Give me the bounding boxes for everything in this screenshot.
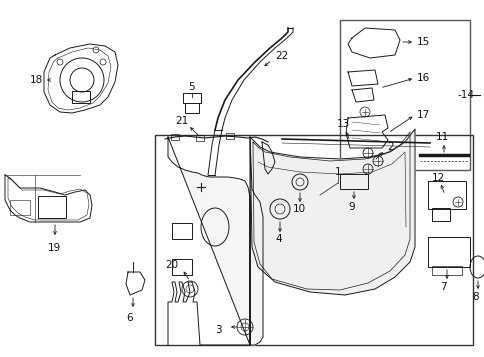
Bar [182,93,200,103]
Bar [196,135,204,141]
Text: 22: 22 [274,51,287,61]
Bar [431,208,449,221]
Bar [72,91,90,103]
Bar [171,134,179,140]
Text: 1: 1 [334,167,341,177]
Text: 6: 6 [126,313,132,323]
Text: 15: 15 [416,37,429,47]
Text: 13: 13 [336,119,349,129]
Bar [38,196,66,218]
Text: 20: 20 [165,260,178,270]
Text: 7: 7 [439,282,446,292]
Text: 16: 16 [416,73,429,83]
Text: 18: 18 [30,75,43,85]
Bar [172,223,192,239]
Text: 5: 5 [188,82,194,92]
Text: 17: 17 [416,110,429,120]
Bar [172,259,192,275]
Text: 12: 12 [431,173,444,183]
Bar [184,103,198,113]
Text: 9: 9 [348,202,354,212]
Text: 11: 11 [435,132,448,142]
Bar [431,266,461,275]
Bar [339,174,367,189]
Bar [226,133,233,139]
Text: 21: 21 [175,116,188,126]
Text: 19: 19 [48,243,61,253]
Polygon shape [167,137,262,345]
Text: 8: 8 [471,292,478,302]
Bar [427,237,469,267]
Text: 4: 4 [274,234,281,244]
Polygon shape [249,129,414,295]
Text: 2: 2 [386,142,393,152]
Bar [155,135,472,345]
Text: 3: 3 [214,325,221,335]
Text: -14: -14 [457,90,474,100]
Bar [427,181,465,209]
Text: 10: 10 [292,204,305,214]
Bar [10,200,30,215]
Bar [339,20,469,170]
